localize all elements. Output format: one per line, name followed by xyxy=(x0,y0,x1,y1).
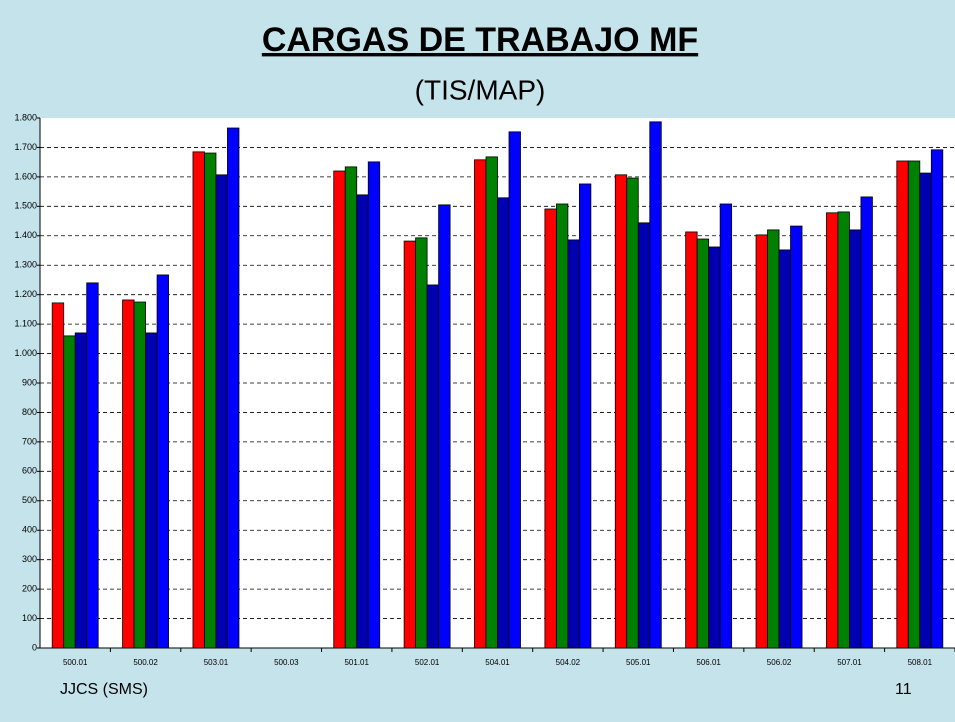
y-tick-label: 200 xyxy=(22,583,37,593)
bar xyxy=(86,282,99,649)
bar xyxy=(767,229,780,649)
x-tick-label: 500.03 xyxy=(274,658,299,667)
bar xyxy=(438,204,451,649)
bar xyxy=(145,332,158,649)
bar xyxy=(192,151,205,649)
bar xyxy=(708,246,721,649)
bar xyxy=(74,332,88,649)
bar xyxy=(485,156,498,649)
bar xyxy=(578,183,592,649)
y-tick-label: 1.400 xyxy=(14,230,37,240)
bar xyxy=(637,222,651,649)
y-tick-label: 1.200 xyxy=(14,289,37,299)
bar xyxy=(755,234,768,649)
page-number: 11 xyxy=(895,681,912,698)
x-tick-label: 506.01 xyxy=(696,658,721,667)
bar xyxy=(860,196,873,649)
x-tick-label: 503.01 xyxy=(204,658,229,667)
bar xyxy=(474,159,487,649)
bar xyxy=(849,229,862,649)
bar xyxy=(215,174,228,649)
bar xyxy=(356,194,369,649)
bar xyxy=(930,149,944,649)
bar xyxy=(344,166,358,649)
y-tick-label: 600 xyxy=(22,466,37,476)
y-tick-label: 1.300 xyxy=(14,260,37,270)
footer-text: JJCS (SMS) xyxy=(60,681,148,698)
bar xyxy=(567,239,580,649)
bar xyxy=(790,225,803,649)
x-tick-label: 507.01 xyxy=(837,658,862,667)
bar xyxy=(133,301,146,649)
x-tick-label: 505.01 xyxy=(626,658,651,667)
y-tick-label: 1.800 xyxy=(14,112,37,122)
y-tick-label: 500 xyxy=(22,495,37,505)
x-tick-label: 508.01 xyxy=(908,658,933,667)
y-tick-label: 0 xyxy=(32,642,37,652)
bar xyxy=(896,160,909,649)
bar xyxy=(696,238,710,649)
x-tick-label: 500.02 xyxy=(133,658,158,667)
bar xyxy=(367,161,381,649)
bar xyxy=(426,284,440,649)
bar xyxy=(227,127,240,649)
bar xyxy=(826,212,839,649)
bar xyxy=(415,237,428,649)
bar xyxy=(497,197,510,649)
bar xyxy=(919,172,932,649)
bar xyxy=(719,203,733,649)
bar xyxy=(156,274,169,649)
bar xyxy=(333,170,346,649)
x-tick-label: 501.01 xyxy=(344,658,369,667)
bar xyxy=(63,335,76,649)
bar xyxy=(626,177,639,649)
y-tick-label: 1.000 xyxy=(14,348,37,358)
chart-subtitle: (TIS/MAP) xyxy=(415,74,546,105)
bar xyxy=(508,131,521,649)
x-tick-label: 504.02 xyxy=(556,658,581,667)
bar xyxy=(555,203,569,649)
bar xyxy=(403,240,417,649)
bar xyxy=(685,231,698,649)
y-tick-label: 700 xyxy=(22,436,37,446)
x-tick-label: 506.02 xyxy=(767,658,792,667)
y-tick-label: 800 xyxy=(22,407,37,417)
bar xyxy=(907,160,921,649)
y-tick-label: 300 xyxy=(22,554,37,564)
y-tick-label: 1.100 xyxy=(14,318,37,328)
x-tick-label: 502.01 xyxy=(415,658,440,667)
y-tick-label: 100 xyxy=(22,613,37,623)
x-tick-label: 504.01 xyxy=(485,658,510,667)
bar xyxy=(649,121,662,649)
y-tick-label: 900 xyxy=(22,377,37,387)
bar xyxy=(51,302,65,649)
bar xyxy=(122,299,135,649)
bar xyxy=(837,211,850,649)
x-tick-label: 500.01 xyxy=(63,658,88,667)
y-tick-label: 1.500 xyxy=(14,201,37,211)
chart-title: CARGAS DE TRABAJO MF xyxy=(262,21,698,59)
bar xyxy=(544,208,557,649)
bar xyxy=(778,249,791,649)
bar xyxy=(614,174,628,649)
bar xyxy=(204,152,217,649)
y-tick-label: 400 xyxy=(22,525,37,535)
y-tick-label: 1.700 xyxy=(14,142,37,152)
y-tick-label: 1.600 xyxy=(14,171,37,181)
